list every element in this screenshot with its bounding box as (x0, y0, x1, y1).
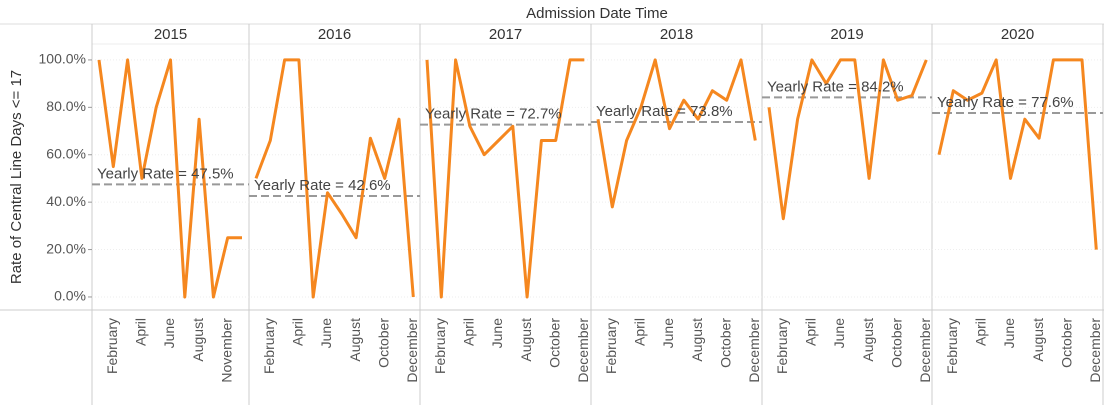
x-tick-label: October (1058, 318, 1074, 368)
line (937, 58, 1098, 250)
panel-title: 2018 (660, 26, 693, 43)
x-tick-label: November (218, 318, 234, 383)
x-tick-label: August (190, 318, 206, 362)
x-tick-label: December (575, 318, 591, 383)
x-tick-label: August (347, 318, 363, 362)
line (425, 58, 585, 299)
y-tick-label: 100.0% (39, 51, 86, 67)
x-tick-label: August (518, 318, 534, 362)
x-tick-label: August (860, 318, 876, 362)
x-tick-label: April (290, 318, 306, 346)
x-tick-label: October (717, 318, 733, 368)
reference-label: Yearly Rate = 42.6% (254, 177, 391, 194)
y-tick-label: 40.0% (46, 193, 86, 209)
x-tick-label: December (1087, 318, 1103, 383)
reference-label: Yearly Rate = 84.2% (767, 78, 904, 95)
x-tick-label: February (774, 318, 790, 374)
x-tick-label: April (461, 318, 477, 346)
line (596, 58, 757, 209)
reference-label: Yearly Rate = 73.8% (596, 103, 733, 120)
x-tick-label: April (803, 318, 819, 346)
x-tick-label: October (888, 318, 904, 368)
y-tick-label: 80.0% (46, 98, 86, 114)
line (767, 58, 928, 221)
chart-title: Admission Date Time (526, 5, 668, 22)
x-tick-label: June (161, 318, 177, 349)
panel-title: 2017 (489, 26, 522, 43)
panel-title: 2020 (1001, 26, 1034, 43)
x-tick-label: April (973, 318, 989, 346)
panel-title: 2019 (830, 26, 863, 43)
x-tick-label: August (1030, 318, 1046, 362)
panel-title: 2015 (154, 26, 187, 43)
y-tick-label: 60.0% (46, 145, 86, 161)
x-tick-label: April (632, 318, 648, 346)
x-tick-label: February (261, 318, 277, 374)
line (254, 58, 415, 299)
x-tick-label: February (603, 318, 619, 374)
x-tick-label: April (133, 318, 149, 346)
x-tick-label: June (660, 318, 676, 349)
x-tick-label: February (432, 318, 448, 374)
x-tick-label: June (318, 318, 334, 349)
reference-label: Yearly Rate = 47.5% (97, 165, 234, 182)
reference-label: Yearly Rate = 72.7% (425, 106, 562, 123)
x-tick-label: December (404, 318, 420, 383)
x-tick-label: October (375, 318, 391, 368)
x-tick-label: February (104, 318, 120, 374)
panel-title: 2016 (318, 26, 351, 43)
x-tick-label: June (831, 318, 847, 349)
y-tick-label: 0.0% (54, 288, 86, 304)
x-tick-label: December (746, 318, 762, 383)
x-tick-label: December (917, 318, 933, 383)
x-tick-label: February (944, 318, 960, 374)
line (97, 58, 242, 299)
x-tick-label: June (1001, 318, 1017, 349)
y-axis-label: Rate of Central Line Days <= 17 (8, 70, 25, 284)
x-tick-label: August (689, 318, 705, 362)
reference-label: Yearly Rate = 77.6% (937, 94, 1074, 111)
x-tick-label: October (546, 318, 562, 368)
y-tick-label: 20.0% (46, 240, 86, 256)
x-tick-label: June (489, 318, 505, 349)
